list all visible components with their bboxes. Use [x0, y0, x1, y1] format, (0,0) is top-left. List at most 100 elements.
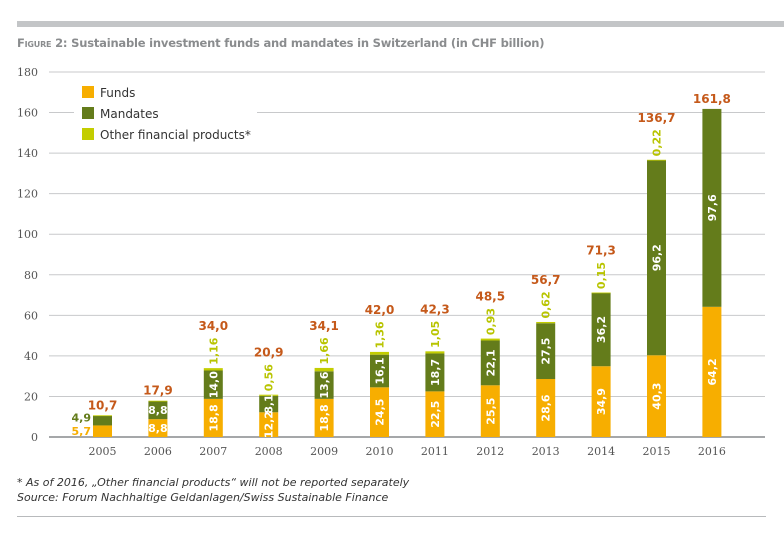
bar-funds	[702, 306, 722, 437]
total-value-label: 56,7	[531, 273, 561, 287]
x-tick-label: 2015	[643, 445, 671, 458]
bar-mandates	[647, 160, 666, 356]
total-value-label: 42,0	[365, 303, 395, 317]
funds-value-label: 12,2	[263, 411, 276, 438]
y-tick-label: 40	[24, 350, 38, 363]
funds-value-label: 8,8	[148, 422, 168, 435]
y-tick-label: 80	[24, 269, 38, 282]
footnote: * As of 2016, „Other financial products“…	[17, 476, 410, 489]
legend-swatch	[82, 128, 94, 140]
bar-other	[425, 351, 445, 354]
mandates-value-label: 96,2	[651, 244, 664, 271]
bar-funds	[591, 366, 611, 437]
y-tick-label: 20	[24, 390, 38, 403]
bar-other	[148, 400, 168, 402]
mandates-value-label: 18,7	[429, 359, 442, 386]
other-value-label: 0,93	[484, 308, 497, 335]
total-value-label: 10,7	[88, 398, 118, 412]
mandates-value-label: 16,1	[374, 357, 387, 384]
bar-funds	[314, 398, 334, 437]
x-tick-label: 2013	[532, 445, 560, 458]
y-tick-label: 60	[24, 309, 38, 322]
figure-title-text: Sustainable investment funds and mandate…	[67, 36, 545, 50]
bar-funds	[259, 412, 279, 437]
bar-funds	[425, 391, 445, 437]
total-value-label: 48,5	[475, 290, 505, 304]
y-tick-label: 160	[17, 107, 38, 120]
legend-swatch	[82, 107, 94, 119]
bar-mandates	[259, 395, 279, 413]
bar-mandates	[314, 371, 334, 399]
bar-other	[203, 368, 223, 371]
x-tick-label: 2014	[587, 445, 615, 458]
total-value-label: 34,0	[198, 319, 228, 333]
legend-swatch	[82, 86, 94, 98]
y-tick-label: 120	[17, 188, 38, 201]
bar-other	[370, 351, 389, 355]
funds-value-label: 24,5	[374, 399, 387, 426]
funds-value-label: 5,7	[72, 425, 92, 438]
other-value-label: 1,36	[374, 321, 387, 348]
funds-value-label: 25,5	[484, 398, 497, 425]
bar-mandates	[702, 108, 722, 307]
x-tick-label: 2005	[89, 445, 117, 458]
other-value-label: 1,05	[429, 321, 442, 348]
bar-mandates	[370, 354, 389, 388]
y-tick-label: 100	[17, 228, 38, 241]
mandates-value-label: 8,1	[263, 394, 276, 414]
bar-mandates	[93, 415, 112, 426]
bar-funds	[370, 387, 389, 437]
x-tick-label: 2010	[366, 445, 394, 458]
bar-other	[259, 394, 279, 396]
total-value-label: 34,1	[309, 319, 339, 333]
x-tick-label: 2012	[476, 445, 504, 458]
x-tick-label: 2007	[199, 445, 227, 458]
funds-value-label: 40,3	[651, 383, 664, 410]
bar-other	[647, 159, 666, 161]
bar-mandates	[536, 323, 556, 380]
other-value-label: 1,16	[207, 337, 220, 364]
bar-other	[591, 292, 611, 294]
bar-funds	[203, 398, 223, 437]
bar-funds	[536, 379, 556, 437]
bar-funds	[480, 385, 500, 437]
mandates-value-label: 14,0	[207, 371, 220, 398]
total-value-label: 20,9	[254, 346, 284, 360]
y-tick-label: 140	[17, 147, 38, 160]
other-value-label: 0,56	[263, 364, 276, 391]
funds-value-label: 18,8	[207, 404, 220, 431]
y-tick-label: 180	[17, 66, 38, 79]
bar-other	[536, 321, 556, 324]
total-value-label: 17,9	[143, 384, 173, 398]
funds-value-label: 22,5	[429, 401, 442, 428]
bar-mandates	[148, 401, 168, 420]
mandates-value-label: 8,8	[148, 404, 168, 417]
bar-funds	[148, 419, 168, 437]
x-tick-label: 2006	[144, 445, 172, 458]
funds-value-label: 28,6	[540, 394, 553, 421]
funds-value-label: 18,8	[318, 404, 331, 431]
x-tick-label: 2016	[698, 445, 726, 458]
figure-title: Figure 2: Sustainable investment funds a…	[17, 36, 545, 50]
source-note: Source: Forum Nachhaltige Geldanlagen/Sw…	[17, 491, 389, 504]
total-value-label: 161,8	[693, 92, 731, 106]
bar-mandates	[425, 353, 445, 392]
bar-mandates	[203, 370, 223, 399]
y-tick-label: 0	[31, 431, 38, 444]
bar-funds	[93, 425, 112, 437]
mandates-value-label: 27,5	[540, 338, 553, 365]
total-value-label: 136,7	[638, 111, 676, 125]
other-value-label: 0,62	[540, 291, 553, 318]
top-rule	[17, 21, 784, 27]
bar-other	[93, 415, 112, 417]
mandates-value-label: 97,6	[706, 194, 719, 221]
legend-label: Funds	[100, 86, 135, 100]
mandates-value-label: 13,6	[318, 371, 331, 398]
mandates-value-label: 4,9	[72, 411, 92, 424]
bar-mandates	[591, 292, 611, 367]
other-value-label: 0,22	[651, 129, 664, 156]
total-value-label: 42,3	[420, 302, 450, 316]
figure-number: Figure 2:	[17, 36, 68, 50]
other-value-label: 1,66	[318, 337, 331, 364]
